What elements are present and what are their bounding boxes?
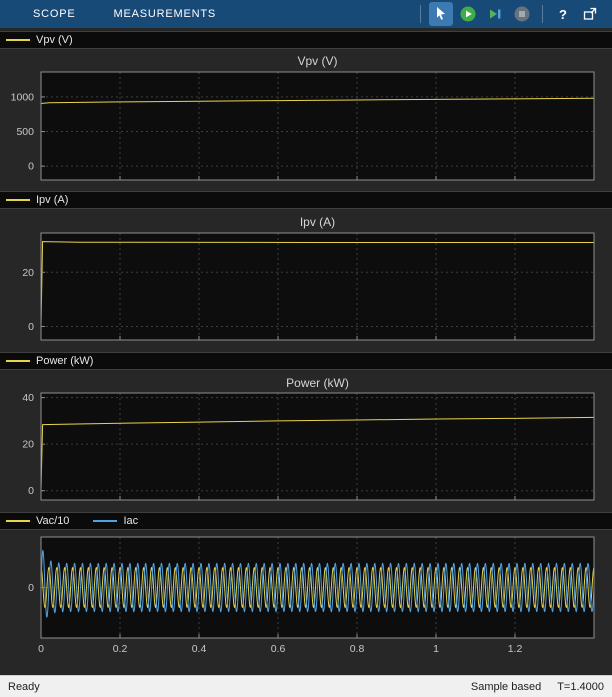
legend-line-sample-vac xyxy=(6,520,30,522)
chart-1-ytick-label: 20 xyxy=(22,267,34,279)
chart-0-ytick-label: 0 xyxy=(28,161,34,173)
pointer-icon xyxy=(437,7,445,20)
legend-label-iac: Iac xyxy=(123,515,139,527)
help-icon: ? xyxy=(559,6,567,22)
run-icon xyxy=(460,6,476,22)
legend-label-vpv: Vpv (V) xyxy=(36,34,73,46)
legend-label-vac: Vac/10 xyxy=(36,515,70,527)
chart-3-trace-1 xyxy=(41,549,594,618)
step-forward-button[interactable] xyxy=(483,2,507,26)
help-button[interactable]: ? xyxy=(551,2,575,26)
status-ready: Ready xyxy=(8,680,40,693)
chart-3-trace-0 xyxy=(41,566,594,609)
chart-2-ytick-label: 40 xyxy=(22,392,34,404)
chart-1-trace-0 xyxy=(41,241,594,327)
chart-0-trace-0 xyxy=(41,97,594,104)
legend-entry-vac: Vac/10 xyxy=(6,515,69,527)
legend-entry-iac: Iac xyxy=(93,515,138,527)
status-bar: Ready Sample based T=1.4000 xyxy=(0,675,612,697)
legend-strip-ac: Vac/10 Iac xyxy=(0,512,612,530)
stop-button[interactable] xyxy=(510,2,534,26)
legend-label-ipv: Ipv (A) xyxy=(36,194,69,206)
run-button[interactable] xyxy=(456,2,480,26)
legend-line-sample-iac xyxy=(93,520,118,522)
legend-strip-vpv: Vpv (V) xyxy=(0,31,612,49)
status-sample-mode: Sample based xyxy=(470,680,542,693)
legend-entry-ipv: Ipv (A) xyxy=(6,194,68,206)
legend-entry-vpv: Vpv (V) xyxy=(6,34,73,46)
chart-3-xtick-label: 1.2 xyxy=(508,643,523,655)
pointer-tool-button[interactable] xyxy=(429,2,453,26)
tab-measurements[interactable]: MEASUREMENTS xyxy=(113,8,217,20)
dock-button[interactable] xyxy=(578,2,602,26)
chart-2-ytick-label: 0 xyxy=(28,485,34,497)
chart-0-ytick-label: 500 xyxy=(16,126,34,138)
plot-area: 1000 500 0 20 0 40 20 0 0 0 0.2 0.4 0.6 0.8 1 1.2 Vpv (… xyxy=(0,28,612,675)
chart-2-trace-0 xyxy=(41,416,594,491)
toolbar-separator xyxy=(542,5,543,23)
toolbar-actions: ? xyxy=(415,2,612,26)
legend-entry-power: Power (kW) xyxy=(6,355,93,367)
status-sim-time: T=1.4000 xyxy=(557,680,604,693)
legend-strip-power: Power (kW) xyxy=(0,352,612,370)
charts-canvas[interactable]: 1000 500 0 20 0 40 20 0 0 0 0.2 0.4 0.6 0.8 1 1.2 xyxy=(0,28,612,675)
chart-title-ipv: Ipv (A) xyxy=(299,215,336,229)
chart-3-xtick-label: 0.6 xyxy=(271,643,286,655)
chart-0-plot-area[interactable] xyxy=(41,72,594,180)
chart-title-power: Power (kW) xyxy=(286,376,349,390)
legend-line-sample-vpv xyxy=(6,39,30,41)
legend-line-sample-power xyxy=(6,360,30,362)
dock-icon xyxy=(583,7,597,20)
toolbar: SCOPE MEASUREMENTS xyxy=(0,0,612,28)
chart-3-xtick-label: 1 xyxy=(433,643,439,655)
legend-line-sample-ipv xyxy=(6,199,30,201)
toolbar-separator xyxy=(420,5,421,23)
legend-strip-ipv: Ipv (A) xyxy=(0,191,612,209)
legend-label-power: Power (kW) xyxy=(36,355,94,367)
chart-3-xtick-label: 0.4 xyxy=(192,643,207,655)
chart-title-vpv: Vpv (V) xyxy=(297,54,338,68)
step-forward-icon xyxy=(490,9,501,19)
stop-icon xyxy=(514,6,530,22)
status-right: Sample based T=1.4000 xyxy=(471,681,604,693)
chart-3-xtick-label: 0.8 xyxy=(350,643,365,655)
chart-3-xtick-label: 0.2 xyxy=(113,643,128,655)
chart-1-ytick-label: 0 xyxy=(28,321,34,333)
chart-1-plot-area[interactable] xyxy=(41,233,594,340)
chart-0-ytick-label: 1000 xyxy=(11,91,35,103)
chart-2-ytick-label: 20 xyxy=(22,439,34,451)
tab-scope[interactable]: SCOPE xyxy=(33,8,76,20)
chart-3-ytick-label: 0 xyxy=(28,582,34,594)
chart-3-xtick-label: 0 xyxy=(38,643,44,655)
chart-2-plot-area[interactable] xyxy=(41,393,594,500)
